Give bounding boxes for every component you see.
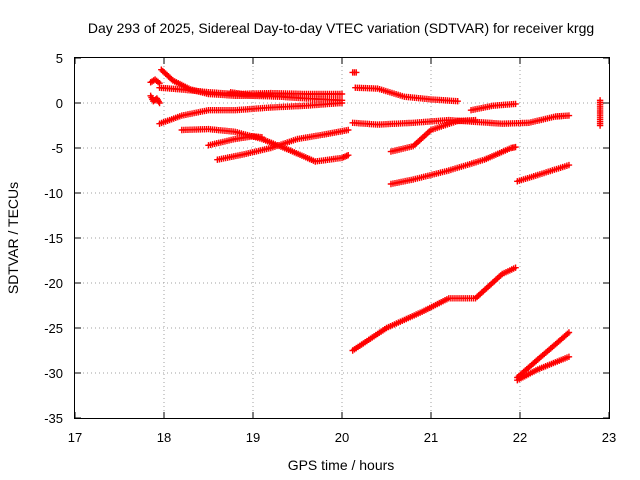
chart-title: Day 293 of 2025, Sidereal Day-to-day VTE… [88,20,594,36]
y-tick-label: -15 [44,231,63,246]
y-tick-label: -10 [44,186,63,201]
axis-ticks: 17 18 19 20 21 22 23 5 0 -5 -10 -15 -20 -25 -30 -35 [44,51,616,445]
data-point [472,116,479,124]
x-tick-label: 20 [335,430,349,445]
data-point [338,99,346,107]
series-arc14 [387,143,519,188]
series-arc2 [147,92,163,107]
y-tick-label: 0 [56,96,63,111]
x-tick-label: 21 [424,430,438,445]
series-arc19 [514,329,573,381]
data-point [512,100,519,108]
y-tick-label: 5 [56,51,63,66]
y-tick-label: -30 [44,366,63,381]
data-point [345,152,352,159]
x-tick-label: 17 [68,430,82,445]
series-arc15 [467,100,519,114]
data-point [258,134,266,141]
series-arc6 [156,99,346,127]
grid-lines [75,58,609,418]
series-arc5 [227,89,346,104]
series-arc10 [349,69,360,76]
y-tick-label: -25 [44,321,63,336]
data-point [156,99,163,107]
x-tick-label: 19 [246,430,260,445]
x-tick-label: 18 [157,430,171,445]
y-tick-label: -5 [51,141,63,156]
data-point [565,161,573,169]
series-arc16 [514,161,573,185]
data-point [512,264,519,271]
data-point [353,69,360,76]
data-point [512,143,519,151]
series-arc13 [387,116,479,155]
series-arc8 [205,133,266,149]
data-point [596,122,604,129]
plot-frame [74,57,610,419]
data-point [454,98,461,105]
series-arc17 [349,264,519,354]
x-tick-label: 23 [602,430,616,445]
data-point [565,329,573,336]
y-tick-label: -20 [44,276,63,291]
data-point [565,112,573,119]
data-point [338,90,346,98]
x-tick-label: 22 [513,430,527,445]
series-arc1 [147,76,163,87]
data-markers [147,66,604,384]
x-axis-label: GPS time / hours [288,457,395,473]
y-axis-label: SDTVAR / TECUs [5,182,21,294]
series-arc20 [596,97,604,129]
data-point [565,353,573,360]
data-point [345,126,352,134]
series-arc11 [352,84,461,105]
series-arc9 [214,126,352,163]
y-tick-label: -35 [44,411,63,426]
